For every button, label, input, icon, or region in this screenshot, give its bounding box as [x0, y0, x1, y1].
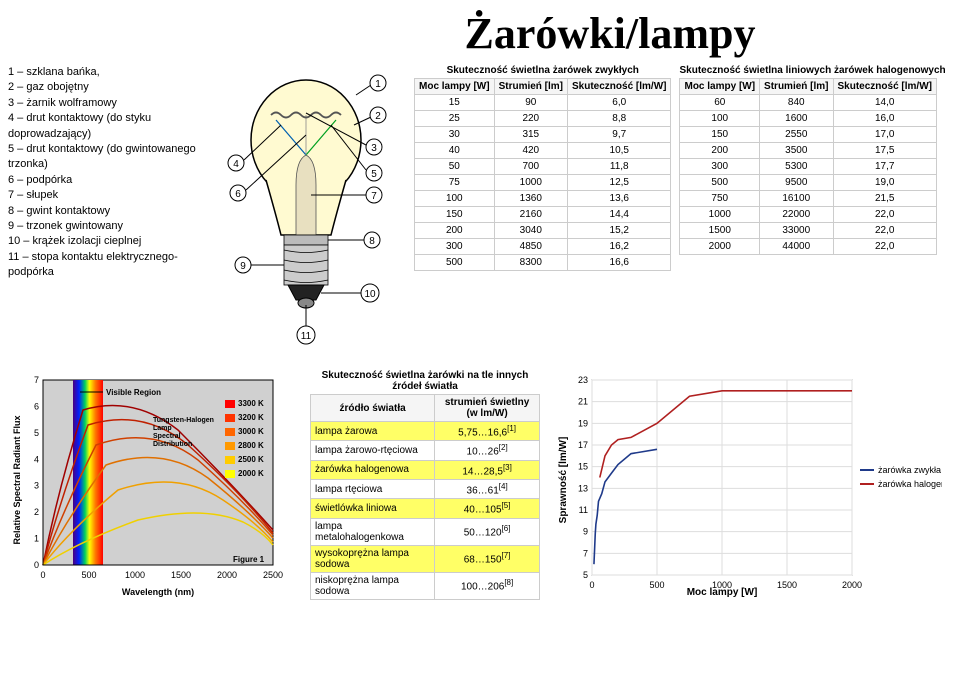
- svg-text:Wavelength (nm): Wavelength (nm): [122, 587, 194, 597]
- table-ordinary: Skuteczność świetlna żarówek zwykłych Mo…: [414, 65, 671, 358]
- svg-text:9: 9: [583, 527, 588, 537]
- svg-text:3200 K: 3200 K: [238, 413, 264, 422]
- svg-text:10: 10: [364, 289, 376, 300]
- svg-text:3300 K: 3300 K: [238, 399, 264, 408]
- svg-text:0: 0: [40, 570, 45, 580]
- svg-text:4: 4: [34, 454, 39, 464]
- legend-item: 7 – słupek: [8, 188, 198, 203]
- svg-text:1000: 1000: [125, 570, 145, 580]
- bulb-legend: 1 – szklana bańka,2 – gaz obojętny3 – ża…: [8, 65, 198, 358]
- legend-item: 8 – gwint kontaktowy: [8, 204, 198, 219]
- svg-text:żarówka zwykła: żarówka zwykła: [878, 465, 941, 475]
- svg-text:5: 5: [371, 169, 377, 180]
- legend-item: 1 – szklana bańka,: [8, 65, 198, 80]
- legend-item: 5 – drut kontaktowy (do gwintowanego trz…: [8, 142, 198, 173]
- legend-item: 6 – podpórka: [8, 173, 198, 188]
- svg-text:2000: 2000: [842, 580, 862, 590]
- svg-text:9: 9: [240, 261, 246, 272]
- svg-text:500: 500: [81, 570, 96, 580]
- svg-text:5: 5: [583, 570, 588, 580]
- svg-text:Spectral: Spectral: [153, 433, 181, 440]
- svg-text:4: 4: [233, 159, 239, 170]
- legend-item: 10 – krążek izolacji cieplnej: [8, 234, 198, 249]
- bottom-row: 01234567 05001000150020002500 Relative S…: [8, 370, 952, 603]
- efficacy-graph: 57911131517192123 0500100015002000 Spraw…: [552, 370, 942, 603]
- svg-text:3: 3: [34, 481, 39, 491]
- svg-text:Sprawność [lm/W]: Sprawność [lm/W]: [558, 437, 569, 524]
- svg-text:3: 3: [371, 143, 377, 154]
- svg-text:Visible Region: Visible Region: [106, 388, 161, 397]
- legend-item: 11 – stopa kontaktu elektrycznego-podpór…: [8, 250, 198, 281]
- spectral-chart: 0 1 2 3 4 5 6 7 0 500 1000 1500 2000 2500 Relative S…: [8, 370, 298, 603]
- svg-text:Moc lampy [W]: Moc lampy [W]: [687, 587, 758, 598]
- svg-text:Figure 1: Figure 1: [233, 555, 265, 564]
- svg-text:6: 6: [235, 189, 241, 200]
- svg-text:2500 K: 2500 K: [238, 455, 264, 464]
- svg-text:23: 23: [578, 375, 588, 385]
- svg-text:7: 7: [34, 375, 39, 385]
- svg-text:0: 0: [34, 560, 39, 570]
- svg-text:21: 21: [578, 397, 588, 407]
- svg-text:13: 13: [578, 483, 588, 493]
- svg-text:1500: 1500: [777, 580, 797, 590]
- svg-text:Distribution: Distribution: [153, 441, 192, 448]
- svg-text:2: 2: [34, 507, 39, 517]
- svg-text:8: 8: [369, 236, 375, 247]
- legend-item: 2 – gaz obojętny: [8, 80, 198, 95]
- svg-text:Relative Spectral Radiant Flux: Relative Spectral Radiant Flux: [12, 415, 22, 544]
- table-halogen: Skuteczność świetlna liniowych żarówek h…: [679, 65, 945, 358]
- svg-text:2000: 2000: [217, 570, 237, 580]
- svg-text:żarówka halogenowa: żarówka halogenowa: [878, 479, 942, 489]
- legend-item: 4 – drut kontaktowy (do styku doprowadza…: [8, 111, 198, 142]
- efficacy-tables: Skuteczność świetlna żarówek zwykłych Mo…: [414, 65, 946, 358]
- svg-text:11: 11: [579, 505, 588, 515]
- legend-item: 9 – trzonek gwintowany: [8, 219, 198, 234]
- top-row: 1 – szklana bańka,2 – gaz obojętny3 – ża…: [8, 65, 952, 358]
- bulb-diagram: 1 2 3 4 5 6 7 8 9 10 11: [206, 65, 406, 358]
- svg-text:15: 15: [578, 462, 588, 472]
- svg-text:2000 K: 2000 K: [238, 469, 264, 478]
- svg-text:5: 5: [34, 428, 39, 438]
- legend-item: 3 – żarnik wolframowy: [8, 96, 198, 111]
- svg-text:19: 19: [578, 418, 588, 428]
- svg-text:1500: 1500: [171, 570, 191, 580]
- svg-text:3000 K: 3000 K: [238, 427, 264, 436]
- svg-text:1: 1: [375, 79, 381, 90]
- svg-text:2500: 2500: [263, 570, 283, 580]
- svg-text:1: 1: [34, 534, 39, 544]
- svg-text:17: 17: [578, 440, 588, 450]
- page-title: Żarówki/lampy: [268, 8, 952, 59]
- svg-text:11: 11: [301, 331, 312, 342]
- svg-text:7: 7: [371, 191, 377, 202]
- svg-text:Lamp: Lamp: [153, 425, 172, 432]
- compare-table: Skuteczność świetlna żarówki na tle inny…: [310, 370, 540, 600]
- svg-text:6: 6: [34, 401, 39, 411]
- svg-text:Tungsten-Halogen: Tungsten-Halogen: [153, 417, 214, 424]
- svg-text:500: 500: [649, 580, 664, 590]
- svg-text:0: 0: [589, 580, 594, 590]
- svg-text:2: 2: [375, 111, 381, 122]
- svg-text:2800 K: 2800 K: [238, 441, 264, 450]
- svg-text:7: 7: [583, 548, 588, 558]
